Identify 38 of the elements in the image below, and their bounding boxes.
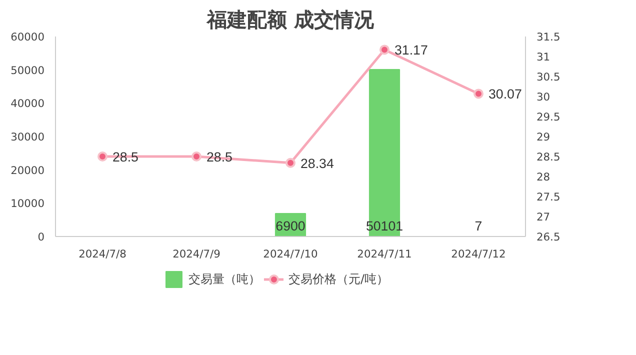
- legend-label: 交易价格（元/吨）: [288, 270, 389, 288]
- y-tick-label: 60000: [10, 30, 45, 44]
- y-tick-label: 40000: [10, 97, 45, 110]
- y-tick-label: 50000: [10, 64, 45, 77]
- chart-title: 福建配额 成交情况: [206, 8, 375, 32]
- data-label: 31.17: [394, 42, 428, 58]
- y2-tick-label: 29.5: [536, 110, 560, 124]
- x-tick-label: 2024/7/9: [172, 248, 221, 260]
- x-tick-label: 2024/7/12: [451, 248, 506, 260]
- x-tick-label: 2024/7/10: [263, 248, 318, 260]
- point: [192, 152, 202, 162]
- y2-tick-label: 29: [536, 130, 550, 144]
- y2-tick-label: 28.5: [536, 150, 560, 164]
- y2-tick-label: 28: [536, 170, 550, 184]
- y2-tick-label: 27: [536, 210, 550, 224]
- data-label: 28.34: [300, 156, 334, 171]
- y-tick-label: 0: [38, 230, 45, 244]
- x-tick-label: 2024/7/8: [78, 248, 127, 260]
- data-label: 28.5: [112, 150, 138, 164]
- point: [474, 88, 484, 99]
- y2-tick-label: 31: [536, 50, 550, 64]
- data-label: 7: [474, 218, 482, 234]
- point: [286, 158, 296, 168]
- y2-tick-label: 27.5: [536, 190, 560, 204]
- point: [98, 152, 108, 162]
- data-label: 6900: [276, 218, 306, 234]
- y-tick-label: 30000: [10, 130, 45, 144]
- y2-tick-label: 26.5: [536, 230, 560, 244]
- legend-label: 交易量（吨）: [188, 270, 260, 288]
- data-label: 30.07: [488, 86, 522, 102]
- x-tick-label: 2024/7/11: [357, 248, 412, 260]
- data-label: 28.5: [206, 150, 232, 164]
- y-tick-label: 20000: [10, 164, 45, 177]
- y2-tick-label: 31.5: [536, 30, 560, 44]
- y2-tick-label: 30.5: [536, 70, 560, 84]
- point: [380, 44, 390, 55]
- y-tick-label: 10000: [10, 197, 45, 210]
- y2-tick-label: 30: [536, 90, 550, 104]
